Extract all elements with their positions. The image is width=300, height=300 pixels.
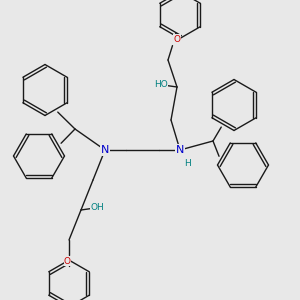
Text: HO: HO (154, 80, 167, 88)
Text: H: H (184, 159, 191, 168)
Text: O: O (173, 34, 181, 43)
Text: N: N (101, 145, 109, 155)
Text: O: O (64, 256, 71, 266)
Text: OH: OH (91, 202, 104, 211)
Text: N: N (176, 145, 184, 155)
